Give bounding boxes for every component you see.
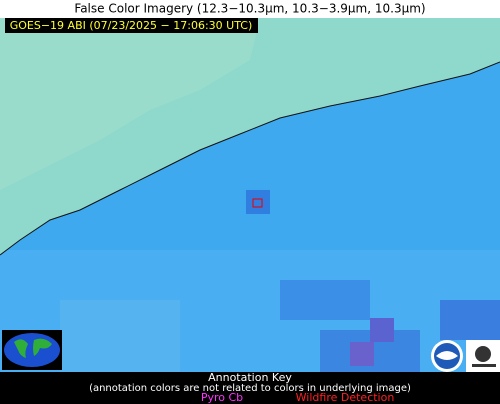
satellite-image — [0, 18, 500, 372]
legend-item: Pyro Cb — [201, 391, 243, 404]
purple-block — [350, 342, 374, 366]
purple-block — [370, 318, 394, 342]
legend-item: Wildfire Detection — [296, 391, 395, 404]
annotation-key-title: Annotation Key — [208, 371, 292, 384]
dark-block — [440, 300, 500, 340]
dark-block — [280, 280, 370, 320]
land-region — [0, 18, 260, 190]
annotation-key-note: (annotation colors are not related to co… — [89, 383, 411, 394]
coastline — [0, 61, 500, 256]
noaa-logo — [431, 340, 463, 372]
title: False Color Imagery (12.3−10.3µm, 10.3−3… — [74, 2, 425, 16]
fire-detection-box — [252, 198, 263, 208]
dark-block — [246, 190, 270, 214]
ocean-region — [60, 300, 180, 372]
timestamp: GOES−19 ABI (07/23/2025 − 17:06:30 UTC) — [10, 19, 253, 32]
globe-icon — [2, 330, 62, 370]
timestamp-box — [5, 18, 258, 33]
cimss-logo — [466, 340, 500, 372]
annotation-key-panel — [0, 372, 500, 404]
